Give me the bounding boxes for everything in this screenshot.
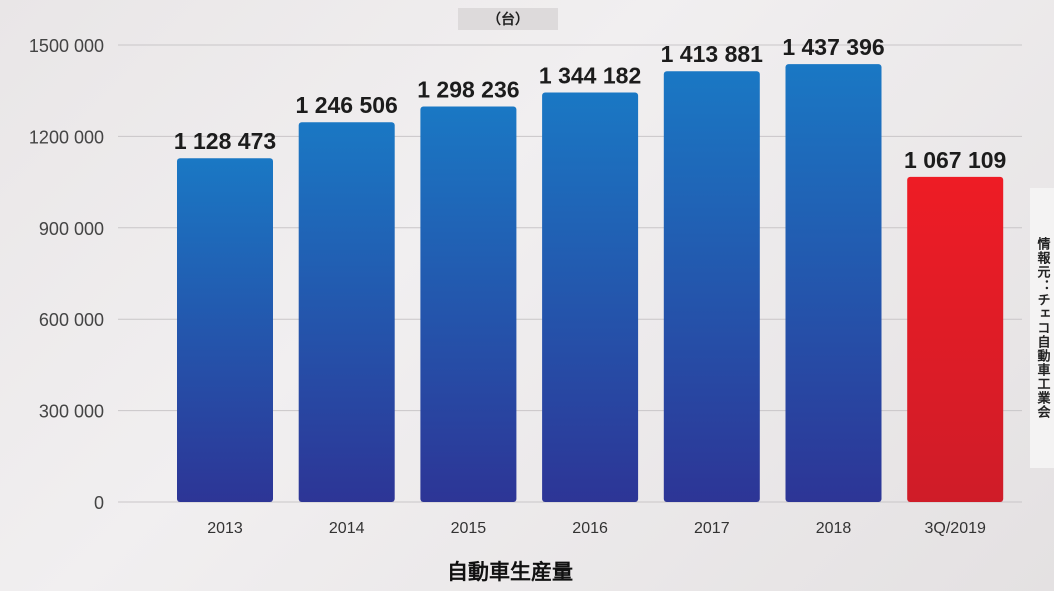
bar-2014 <box>298 122 395 502</box>
bar-value-label: 1 246 506 <box>296 92 398 118</box>
y-tick-label: 1500 000 <box>29 36 104 56</box>
bar-2017 <box>663 71 760 503</box>
bar-2013 <box>177 158 273 502</box>
y-axis-tick-labels: 0 300 000 600 000 900 000 1200 000 1500 000 <box>29 36 104 513</box>
x-axis-title: 自動車生産量 <box>0 556 1054 586</box>
x-tick-label: 2016 <box>572 520 608 537</box>
x-tick-label: 2014 <box>329 520 365 537</box>
x-axis-title-text: 自動車生産量 <box>447 560 573 584</box>
bar-value-label: 1 437 396 <box>782 34 884 60</box>
y-tick-label: 600 000 <box>39 310 104 330</box>
x-tick-label: 2013 <box>207 520 243 537</box>
y-tick-label: 300 000 <box>39 402 104 422</box>
bar-value-label: 1 067 109 <box>904 147 1006 173</box>
bar-value-label: 1 298 236 <box>417 76 519 102</box>
unit-label: （台） <box>458 8 558 30</box>
source-box <box>1030 188 1054 468</box>
bar-3Q-2019 <box>907 176 1004 502</box>
bar-2016 <box>542 92 639 503</box>
bar-2018 <box>785 64 882 502</box>
y-tick-label: 1200 000 <box>29 127 104 147</box>
x-tick-label: 3Q/2019 <box>925 520 986 537</box>
source-note: 情報元：チェコ自動車工業会 <box>1034 237 1050 419</box>
bar-value-label: 1 128 473 <box>174 128 276 154</box>
bars <box>177 64 1004 503</box>
bar-value-labels: 1 128 473 1 246 506 1 298 236 1 344 182 1 41… <box>174 34 1007 173</box>
bar-2015 <box>420 106 517 502</box>
x-axis-tick-labels: 2013 2014 2015 2016 2017 2018 3Q/2019 <box>207 520 986 537</box>
bar-value-label: 1 413 881 <box>661 41 764 67</box>
bar-value-label: 1 344 182 <box>539 62 641 88</box>
x-tick-label: 2017 <box>694 520 730 537</box>
y-tick-label: 0 <box>94 493 104 513</box>
x-tick-label: 2018 <box>816 520 852 537</box>
y-tick-label: 900 000 <box>39 219 104 239</box>
x-tick-label: 2015 <box>451 520 487 537</box>
